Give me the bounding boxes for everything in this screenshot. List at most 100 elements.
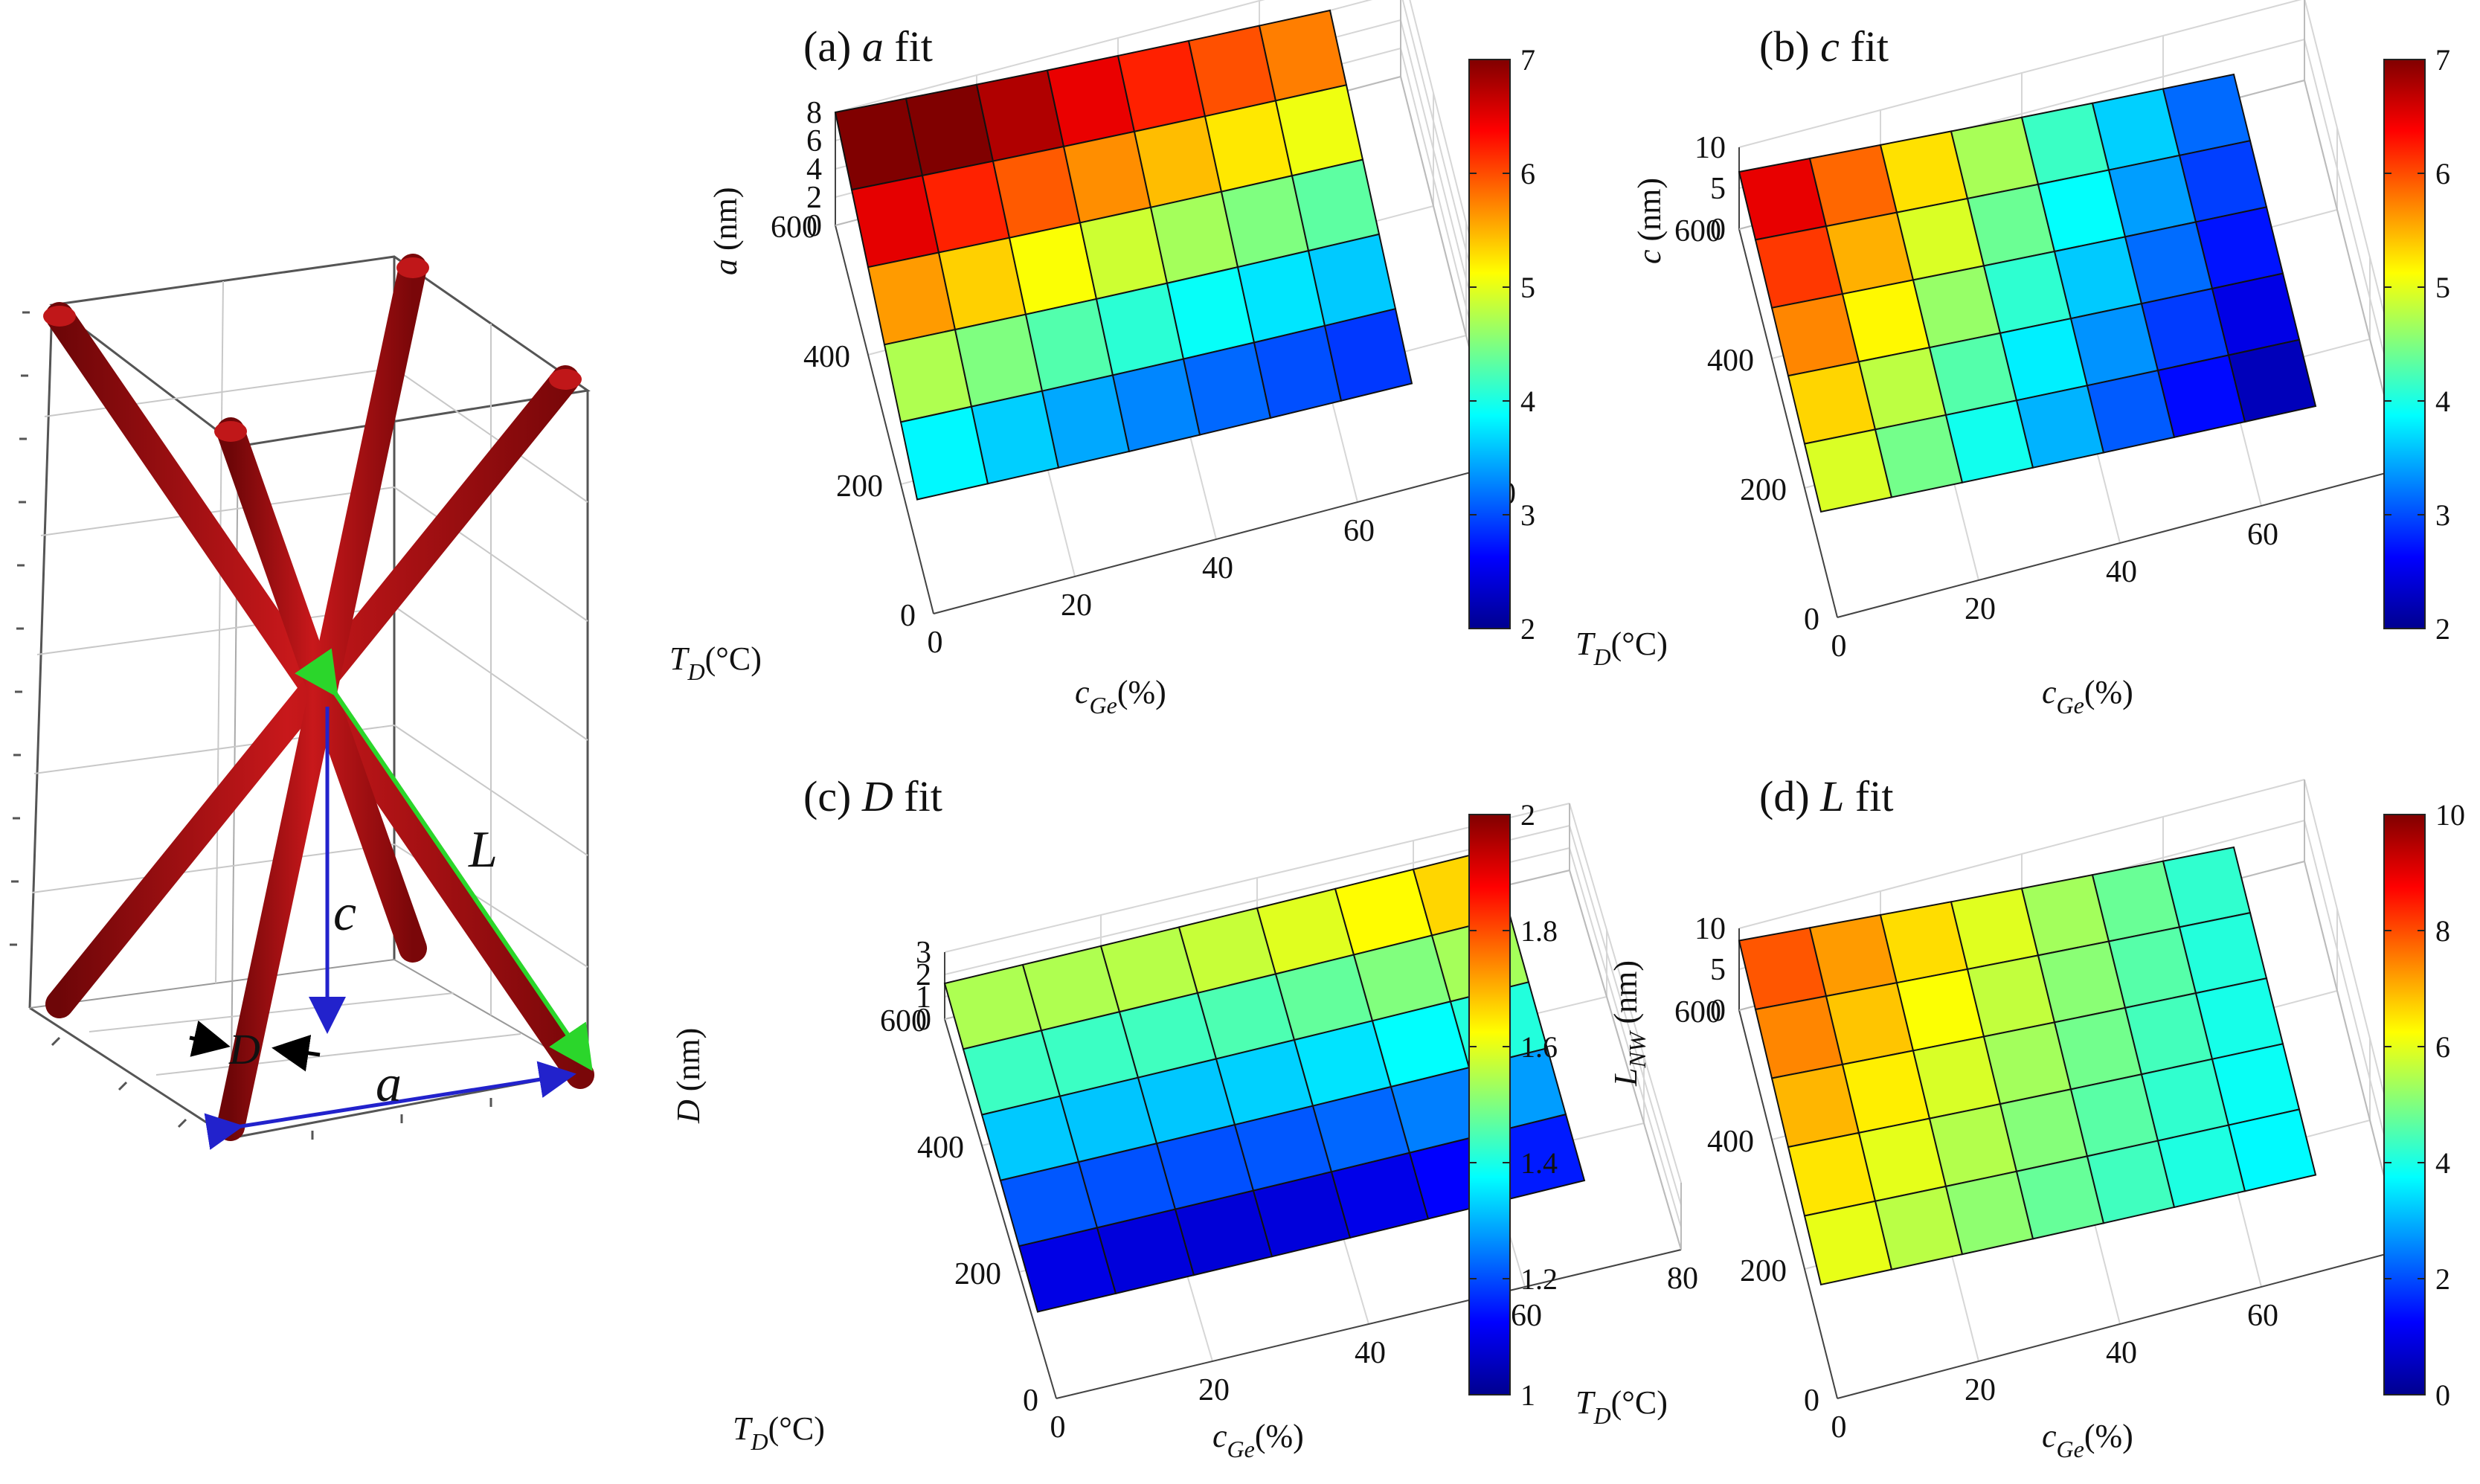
cGe-tick-label: 20	[1965, 592, 1996, 626]
panel-b-colorbar: 2 3 4 5 6 7	[2383, 43, 2450, 646]
cGe-tick-label: 40	[1355, 1336, 1386, 1370]
TD-tick-label: 0	[1023, 1384, 1038, 1418]
colorbar-tick-label: 6	[1520, 157, 1535, 190]
panel-a-z-label: a (nm)	[707, 187, 744, 275]
nanowire-rods	[43, 254, 594, 1141]
TD-tick-label: 0	[1804, 1384, 1819, 1418]
panel-d-surface	[1738, 846, 2317, 1286]
panel-a-title: (a) a fit	[803, 22, 933, 71]
rod-cap	[214, 421, 247, 442]
label-D: D	[228, 1025, 260, 1073]
panel-a-TD-label: TD(°C)	[669, 640, 762, 685]
panel-d-TD-ticks: 0 200 400 600	[1674, 995, 1819, 1418]
surface-cell	[1323, 307, 1413, 402]
cGe-tick-label: 60	[2247, 1299, 2278, 1333]
TD-tick-label: 200	[1740, 1254, 1787, 1288]
TD-tick-label: 400	[917, 1131, 964, 1165]
colorbar-tick-label: 8	[2435, 914, 2450, 948]
colorbar-tick-label: 5	[1520, 271, 1535, 304]
L-arrow	[295, 648, 593, 1071]
panel-d-z-ticks: 0 5 10	[1694, 912, 1726, 1028]
cGe-tick-label: 60	[1511, 1299, 1542, 1333]
panel-c-TD-label: TD(°C)	[733, 1410, 825, 1455]
cGe-tick-label: 20	[1198, 1373, 1230, 1407]
surface-cell	[2227, 1108, 2317, 1192]
TD-tick-label: 200	[1740, 473, 1787, 507]
panel-b-cGe-label: cGe(%)	[2042, 674, 2133, 719]
cGe-tick-label: 0	[1050, 1410, 1066, 1445]
colorbar-tick-label: 1.6	[1520, 1030, 1558, 1064]
colorbar-tick-label: 0	[2435, 1378, 2450, 1412]
TD-tick-label: 600	[880, 1004, 927, 1038]
colorbar-tick-label: 3	[1520, 498, 1535, 532]
cGe-tick-label: 20	[1965, 1373, 1996, 1407]
TD-tick-label: 200	[954, 1257, 1001, 1291]
cGe-tick-label: 40	[2106, 1336, 2137, 1370]
panel-d-cGe-label: cGe(%)	[2042, 1418, 2133, 1462]
panel-b-TD-ticks: 0 200 400 600	[1674, 214, 1819, 637]
TD-tick-label: 400	[803, 340, 850, 374]
panel-c-z-label: D (nm)	[670, 1028, 707, 1124]
colorbar-tick-label: 4	[2435, 385, 2450, 418]
z-tick-label: 10	[1694, 912, 1726, 946]
colorbar-tick-label: 6	[2435, 1030, 2450, 1064]
TD-tick-label: 400	[1707, 344, 1754, 378]
z-tick-label: 2	[806, 181, 822, 215]
colorbar-tick-label: 2	[1520, 798, 1535, 832]
panel-d-title: (d) L fit	[1759, 772, 1893, 820]
colorbar-tick-label: 7	[1520, 43, 1535, 77]
colorbar-tick-label: 1.2	[1520, 1262, 1558, 1296]
TD-tick-label: 0	[1804, 603, 1819, 637]
colorbar-gradient	[2383, 59, 2426, 629]
colorbar-gradient	[1468, 814, 1511, 1395]
TD-tick-label: 200	[836, 469, 883, 504]
colorbar-tick-label: 3	[2435, 498, 2450, 532]
cGe-tick-label: 60	[1343, 514, 1375, 548]
label-L: L	[468, 821, 498, 878]
panel-b-TD-label: TD(°C)	[1575, 626, 1668, 670]
panel-b-z-label: c (nm)	[1631, 178, 1668, 264]
z-tick-label: 3	[916, 936, 931, 970]
colorbar-tick-label: 1.4	[1520, 1146, 1558, 1180]
surface-cell	[2227, 338, 2317, 423]
panel-d-z-label: LNW (nm)	[1607, 960, 1651, 1087]
colorbar-tick-label: 5	[2435, 271, 2450, 304]
TD-tick-label: 0	[900, 599, 916, 633]
colorbar-tick-label: 2	[1520, 612, 1535, 646]
z-tick-label: 5	[1710, 953, 1726, 987]
colorbar-tick-label: 2	[2435, 1262, 2450, 1296]
colorbar-tick-label: 1.8	[1520, 914, 1558, 948]
colorbar-tick-label: 2	[2435, 612, 2450, 646]
TD-tick-label: 600	[1674, 995, 1721, 1030]
z-tick-label: 0	[1710, 213, 1726, 247]
z-tick-label: 1	[916, 980, 931, 1015]
panel-d-TD-label: TD(°C)	[1575, 1384, 1668, 1429]
panel-c-title: (c) D fit	[803, 772, 942, 820]
panel-a-colorbar: 2 3 4 5 6 7	[1468, 43, 1535, 646]
panel-b-surface	[1738, 73, 2317, 513]
panel-a-cGe-label: cGe(%)	[1075, 674, 1166, 719]
panel-a-surface	[834, 9, 1413, 501]
cGe-tick-label: 20	[1061, 588, 1092, 623]
z-tick-label: 0	[1710, 994, 1726, 1028]
TD-tick-label: 600	[1674, 214, 1721, 248]
colorbar-tick-label: 1	[1520, 1378, 1535, 1412]
panel-c-TD-ticks: 0 200 400 600	[880, 1004, 1038, 1418]
panel-d-colorbar: 0 2 4 6 8 10	[2383, 798, 2465, 1412]
z-tick-label: 5	[1710, 172, 1726, 206]
panel-c-colorbar: 1 1.2 1.4 1.6 1.8 2	[1468, 798, 1558, 1412]
cGe-tick-label: 0	[928, 626, 943, 660]
cGe-tick-label: 40	[1202, 551, 1233, 585]
rod-4	[216, 254, 427, 1141]
cGe-tick-label: 0	[1831, 629, 1847, 664]
panel-c-cGe-ticks: 0 20 40 60 80	[1050, 1262, 1699, 1445]
colorbar-tick-label: 6	[2435, 157, 2450, 190]
